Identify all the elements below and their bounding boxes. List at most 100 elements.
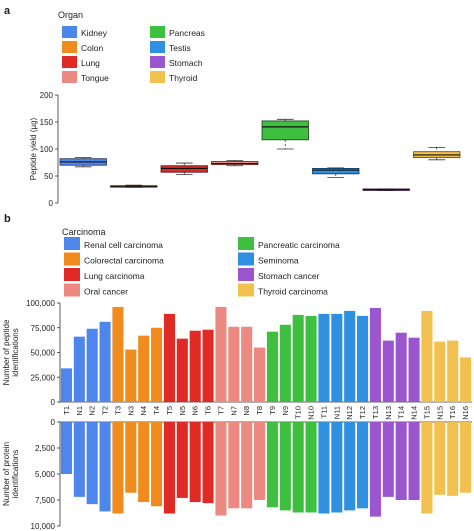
bar-n14 (408, 422, 420, 500)
bar-n9 (279, 422, 291, 511)
bar-t5 (163, 422, 175, 514)
bar-t7 (215, 422, 227, 516)
x-tick-label: N9 (281, 406, 290, 416)
y-axis-title: Peptide yield (µg) (29, 117, 38, 180)
legend-label: Oral cancer (84, 287, 128, 297)
y-tick-label: 2,500 (35, 444, 56, 453)
x-tick-label: T2 (101, 406, 110, 415)
y-tick-label: 5,000 (35, 470, 56, 479)
legend-label: Testis (169, 43, 191, 53)
bar-t1 (60, 422, 72, 474)
bar-t14 (395, 332, 407, 402)
bar-n10 (305, 422, 317, 513)
x-tick-label: T4 (152, 406, 161, 415)
x-tick-label: N6 (191, 406, 200, 416)
bar-chart-protein-identifications: 0 2,500 5,000 7,500 10,000 Number of proteini… (2, 418, 472, 531)
bar-n7 (228, 326, 240, 402)
x-tick-label: N11 (332, 406, 341, 419)
x-tick-label: N8 (242, 406, 251, 416)
legend-swatch (238, 237, 254, 250)
x-tick-label: N1 (75, 406, 84, 416)
bar-t6 (202, 422, 214, 504)
x-tick-label: N2 (88, 406, 97, 416)
bar-t16 (447, 340, 459, 402)
box-thyroid (413, 146, 461, 161)
box-colon (110, 184, 158, 188)
bar-n12 (344, 422, 356, 511)
legend-swatch (62, 26, 77, 38)
bar-t12 (357, 422, 369, 509)
y-axis-title: Number of peptideidentifications (2, 319, 20, 385)
y-tick-label: 0 (51, 398, 56, 407)
x-tick-label: T5 (165, 406, 174, 415)
x-tick-label: N3 (126, 406, 135, 416)
y-tick-label: 75,000 (31, 324, 56, 333)
bar-t3 (112, 306, 124, 402)
bar-n4 (138, 422, 150, 503)
legend-label: Tongue (81, 73, 109, 83)
legend-label: Colon (81, 43, 103, 53)
box-body (312, 168, 360, 175)
bar-n9 (279, 324, 291, 402)
x-tick-label: N15 (435, 406, 444, 420)
x-tick-label: N5 (178, 406, 187, 416)
x-tick-label: T16 (448, 406, 457, 419)
legend-label: Thyroid carcinoma (258, 287, 328, 297)
legend-swatch (62, 41, 77, 53)
bar-t6 (202, 329, 214, 402)
box-lung (160, 162, 208, 175)
bar-n6 (189, 422, 201, 503)
y-tick-label: 100 (40, 145, 54, 154)
bar-t7 (215, 306, 227, 402)
bar-n7 (228, 422, 240, 509)
x-tick-label: N12 (345, 406, 354, 420)
x-tick-label: N7 (229, 406, 238, 416)
bar-n16 (460, 422, 472, 493)
y-axis-title: Number of proteinidentifications (2, 442, 20, 506)
box-stomach (362, 188, 410, 191)
bar-n1 (73, 336, 85, 402)
x-tick-label: T9 (268, 406, 277, 415)
y-axis-title-line1: Number of peptide (2, 319, 11, 385)
panel-b-label: b (4, 213, 11, 225)
bar-n11 (331, 313, 343, 402)
bar-t10 (292, 422, 304, 513)
x-tick-label: T8 (255, 406, 264, 415)
boxplot-peptide-yield: 0 50 100 150 200 Peptide yield (µg) (29, 91, 461, 208)
panel-b-legend: Renal cell carcinoma Colorectal carcinoma… (64, 237, 340, 297)
x-tick-label: N13 (384, 406, 393, 420)
box-tongue (211, 159, 259, 167)
legend-swatch (150, 26, 165, 38)
bar-n14 (408, 337, 420, 402)
bar-n8 (241, 422, 253, 509)
box-pancreas (261, 118, 309, 150)
bar-t2 (99, 422, 111, 512)
legend-swatch (238, 283, 254, 297)
bar-n13 (382, 340, 394, 402)
bar-n12 (344, 310, 356, 402)
y-tick-label: 0 (49, 199, 54, 208)
bar-n6 (189, 330, 201, 402)
bar-n10 (305, 315, 317, 402)
y-tick-label: 200 (40, 91, 54, 100)
bar-n15 (434, 422, 446, 495)
x-tick-label: T1 (62, 406, 71, 415)
legend-label: Stomach (169, 58, 203, 68)
x-tick-label: T10 (294, 406, 303, 419)
legend-swatch (62, 71, 77, 83)
bar-t9 (266, 331, 278, 402)
y-axis-title-line2: identifications (11, 450, 20, 498)
legend-label: Colorectal carcinoma (84, 256, 164, 266)
bar-t16 (447, 422, 459, 496)
x-tick-label: T14 (397, 406, 406, 419)
bar-t9 (266, 422, 278, 508)
x-tick-label: T7 (216, 406, 225, 415)
x-tick-label: N4 (139, 406, 148, 416)
bar-t2 (99, 321, 111, 402)
bar-t4 (151, 327, 163, 402)
legend-label: Lung (81, 58, 100, 68)
bar-t8 (254, 422, 266, 500)
x-tick-label: T15 (422, 406, 431, 419)
bar-t14 (395, 422, 407, 500)
